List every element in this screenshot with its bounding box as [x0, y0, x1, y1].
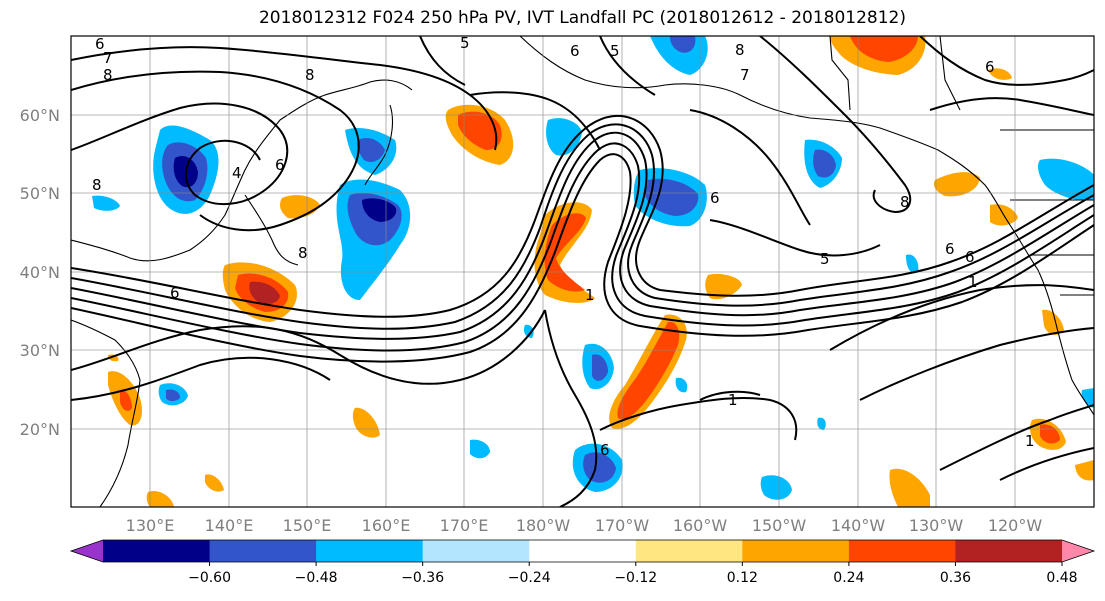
map-frame [70, 35, 1095, 508]
colorbar: −0.60 −0.48 −0.36 −0.24 −0.12 0.12 0.24 0.36 0.4… [69, 539, 1096, 586]
lon-label: 160°W [673, 516, 728, 535]
colorbar-tick-label: 0.24 [833, 570, 864, 586]
contour-label: 8 [735, 41, 745, 59]
colorbar-swatch [209, 540, 317, 562]
lon-label: 150°W [752, 516, 807, 535]
lon-label: 140°E [205, 516, 254, 535]
positive-pv-blob-subtropics [108, 68, 1094, 507]
contour-label: 6 [275, 156, 285, 174]
negative-pv-blob-subtropics [92, 195, 1094, 500]
colorbar-tick-label: 0.12 [727, 570, 758, 586]
colorbar-tick-label: −0.24 [508, 570, 551, 586]
lon-label: 180°W [516, 516, 571, 535]
lat-label: 60°N [20, 106, 60, 125]
lat-label: 50°N [20, 184, 60, 203]
latitude-labels: 60°N 50°N 40°N 30°N 20°N [20, 106, 60, 439]
colorbar-tick-label: −0.12 [614, 570, 657, 586]
colorbar-swatch [316, 540, 424, 562]
contour-label: 6 [570, 42, 580, 60]
colorbar-swatch [635, 540, 743, 562]
colorbar-swatch [848, 540, 956, 562]
lon-label: 140°W [831, 516, 886, 535]
positive-pv-blob-bering [445, 104, 514, 165]
colorbar-swatch [955, 540, 1063, 562]
contour-label: 6 [985, 58, 995, 76]
colorbar-tick-label: 0.48 [1046, 570, 1077, 586]
contour-labels: 6 7 8 8 6 5 6 4 8 6 1 5 6 7 8 6 5 6 1 6 … [92, 34, 1035, 459]
lon-label: 150°E [283, 516, 332, 535]
contour-label: 5 [820, 250, 830, 268]
colorbar-tick-label: 0.36 [940, 570, 971, 586]
contour-label: 1 [1025, 432, 1035, 450]
lon-label: 130°E [126, 516, 175, 535]
contour-label: 6 [965, 248, 975, 266]
lon-label: 120°W [988, 516, 1043, 535]
colorbar-extension-max [1062, 540, 1094, 562]
colorbar-swatch [422, 540, 530, 562]
contour-label: 8 [298, 244, 308, 262]
contour-label: 8 [900, 193, 910, 211]
lon-label: 170°W [595, 516, 650, 535]
colorbar-swatch [103, 540, 211, 562]
positive-pv-blob-streamer [609, 274, 742, 429]
pv-contours [71, 36, 1094, 507]
lon-label: 160°E [362, 516, 411, 535]
contour-label: 6 [600, 441, 610, 459]
lat-label: 30°N [20, 341, 60, 360]
map-title: 2018012312 F024 250 hPa PV, IVT Landfall… [258, 8, 906, 28]
contour-label: 1 [968, 273, 978, 291]
contour-label: 7 [740, 66, 750, 84]
contour-label: 1 [728, 391, 738, 409]
lon-label: 130°W [909, 516, 964, 535]
contour-label: 6 [945, 240, 955, 258]
colorbar-swatch [529, 540, 637, 562]
colorbar-swatch [742, 540, 850, 562]
contour-label: 8 [92, 176, 102, 194]
contour-label: 4 [232, 164, 242, 182]
colorbar-tick-label: −0.60 [188, 570, 231, 586]
lat-label: 20°N [20, 420, 60, 439]
contour-label: 6 [710, 189, 720, 207]
contour-label: 5 [460, 34, 470, 52]
positive-pv-blob-north-pacific [830, 36, 1018, 226]
contour-label: 5 [610, 42, 620, 60]
contour-label: 6 [95, 35, 105, 53]
contour-label: 8 [103, 66, 113, 84]
coastlines [71, 36, 1094, 507]
contour-label: 7 [103, 49, 113, 67]
lat-label: 40°N [20, 263, 60, 282]
lon-label: 170°E [440, 516, 489, 535]
contour-label: 6 [170, 284, 180, 302]
contour-label: 1 [585, 286, 595, 304]
colorbar-tick-label: −0.36 [401, 570, 444, 586]
colorbar-extension-min [71, 540, 103, 562]
longitude-labels: 130°E 140°E 150°E 160°E 170°E 180°W 170°… [126, 516, 1043, 535]
contour-label: 8 [305, 66, 315, 84]
colorbar-tick-label: −0.48 [295, 570, 338, 586]
negative-pv-blob-central-pacific [546, 36, 1094, 227]
colorbar-outline [69, 539, 1096, 563]
gridlines [71, 36, 1094, 507]
